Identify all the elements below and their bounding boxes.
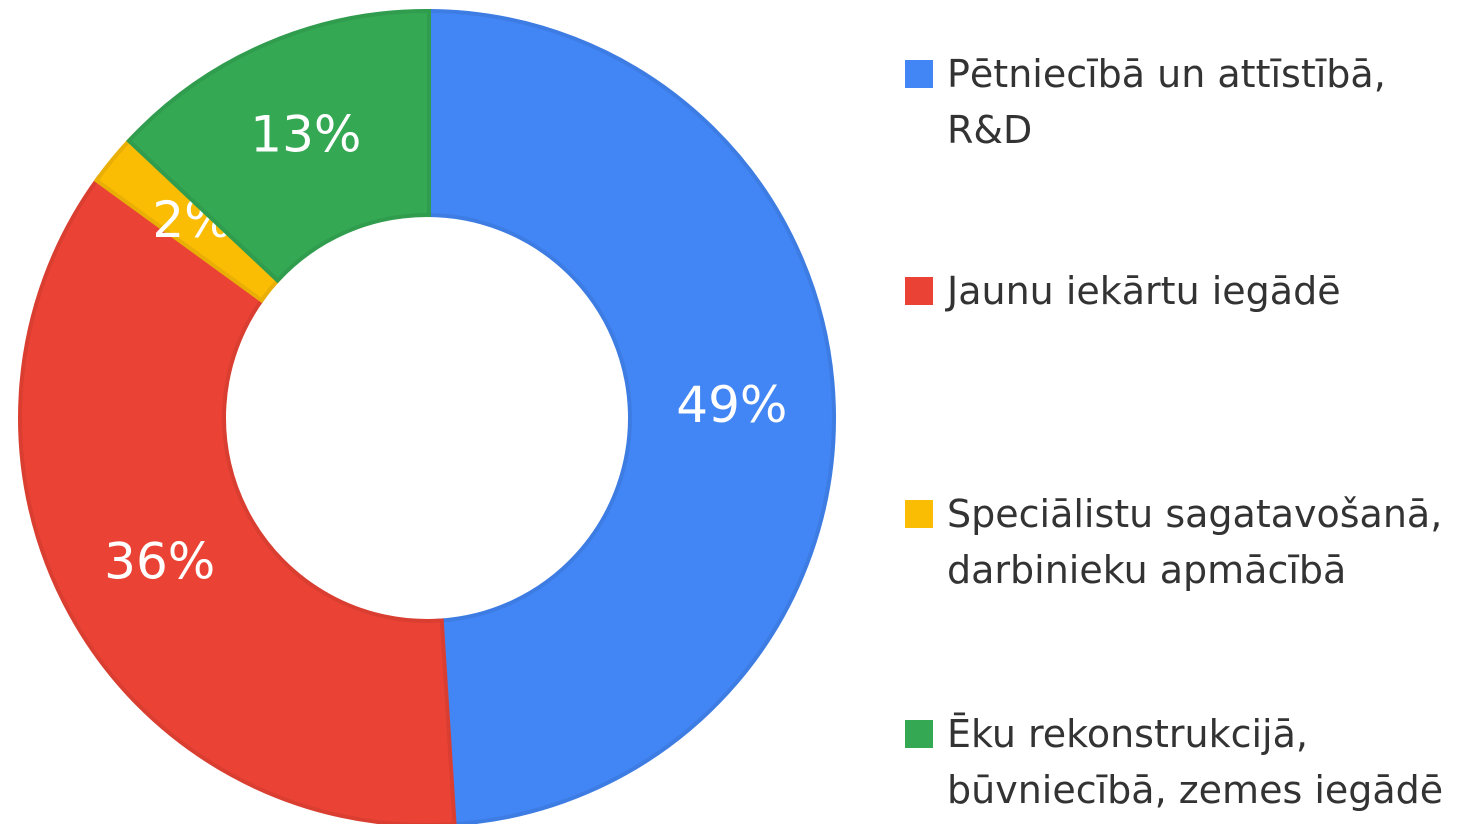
legend-label: Pētniecībā un attīstībā, R&D (947, 52, 1386, 152)
legend-swatch (905, 277, 933, 305)
legend-label: Jaunu iekārtu iegādē (947, 269, 1341, 313)
data-label: 36% (104, 532, 215, 590)
legend-swatch (905, 500, 933, 528)
slice-face (99, 140, 278, 298)
slice-face (131, 13, 427, 278)
legend-item: Pētniecībā un attīstībā, R&D (905, 46, 1476, 158)
legend-swatch (905, 60, 933, 88)
data-label: 49% (676, 376, 787, 434)
legend-label: Ēku rekonstrukcijā, būvniecībā, zemes ie… (947, 712, 1444, 812)
chart: 49%36%2%13% (18, 8, 836, 824)
legend-item: Ēku rekonstrukcijā, būvniecībā, zemes ie… (905, 706, 1476, 818)
legend-swatch (905, 720, 933, 748)
slice-face (21, 179, 453, 824)
legend-item: Jaunu iekārtu iegādē (905, 263, 1476, 319)
legend-label: Speciālistu sagatavošanā, darbinieku apm… (947, 492, 1443, 592)
legend: Pētniecībā un attīstībā, R&D Jaunu iekārt… (905, 0, 1476, 824)
slice-face (427, 13, 833, 823)
data-label: 13% (250, 106, 361, 164)
legend-item: Speciālistu sagatavošanā, darbinieku apm… (905, 486, 1476, 598)
